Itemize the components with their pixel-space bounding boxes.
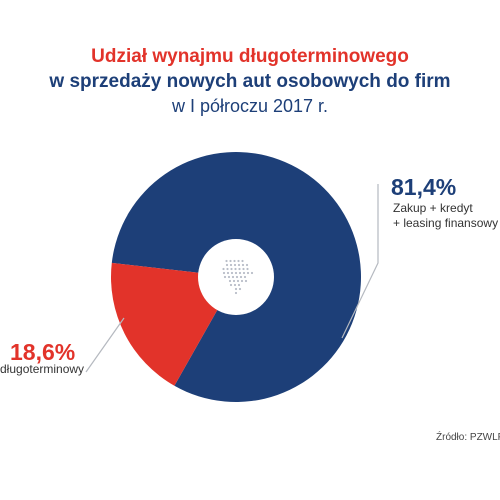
center-dot	[239, 275, 243, 279]
center-dot	[237, 283, 241, 287]
center-dot	[237, 263, 241, 267]
center-dot	[222, 271, 226, 275]
center-dot	[229, 263, 233, 267]
center-dot	[236, 279, 240, 283]
center-dot	[226, 267, 229, 271]
center-dot	[225, 263, 229, 267]
center-dot	[226, 271, 230, 275]
center-dot	[241, 263, 245, 267]
center-dot	[235, 275, 239, 279]
center-dot	[227, 275, 231, 279]
center-dot	[233, 283, 237, 287]
center-dot	[233, 259, 236, 263]
center-dot	[241, 259, 244, 263]
center-dot	[233, 263, 237, 267]
slice-category-label-purchase-line-1: Zakup + kredyt	[393, 201, 473, 215]
slice-category-label-purchase: Zakup + kredyt + leasing finansowy	[393, 201, 498, 231]
center-dot	[243, 275, 247, 279]
leader-line-long-term	[85, 317, 125, 373]
center-dot	[230, 267, 233, 271]
center-dot	[242, 267, 245, 271]
center-dot	[240, 279, 244, 283]
slice-value-label-long-term: 18,6%	[10, 339, 76, 365]
chart-title-line-2: w sprzedaży nowych aut osobowych do firm	[49, 71, 451, 92]
center-dot	[229, 259, 232, 263]
center-dot	[234, 271, 238, 275]
center-dot	[238, 271, 242, 275]
center-dot	[232, 279, 236, 283]
center-dot	[234, 267, 237, 271]
chart-title-line-1: Udział wynajmu długoterminowego	[91, 46, 409, 67]
center-dot	[244, 279, 248, 283]
center-dot	[223, 275, 227, 279]
slice-value-label-purchase: 81,4%	[391, 174, 457, 200]
center-dot	[225, 259, 228, 263]
center-dot	[246, 267, 249, 271]
leader-line-purchase	[341, 184, 379, 339]
center-dot	[250, 271, 254, 275]
center-dot	[231, 275, 235, 279]
center-dot	[229, 283, 233, 287]
center-dot	[242, 271, 246, 275]
center-dot	[230, 271, 234, 275]
source-note: Źródło: PZWLP	[436, 432, 500, 443]
slice-category-label-purchase-line-2: + leasing finansowy	[393, 216, 499, 230]
center-dot	[245, 263, 249, 267]
center-dot	[238, 267, 241, 271]
center-dot	[228, 279, 232, 283]
center-dot	[246, 271, 250, 275]
slice-category-label-long-term-line-1: długoterminowy	[0, 362, 85, 376]
center-dot	[237, 259, 240, 263]
leader-lines	[85, 184, 379, 373]
center-dot	[234, 291, 238, 295]
chart-subtitle: w I półroczu 2017 r.	[171, 96, 329, 116]
center-dot	[238, 287, 242, 291]
slice-category-label-long-term: długoterminowy	[0, 362, 84, 377]
center-dot-pattern	[222, 259, 254, 295]
center-dot	[222, 267, 225, 271]
center-dot	[234, 287, 238, 291]
